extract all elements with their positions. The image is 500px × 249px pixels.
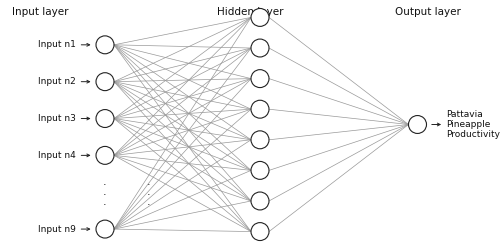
Ellipse shape xyxy=(251,192,269,210)
Ellipse shape xyxy=(96,110,114,127)
Text: Hidden layer: Hidden layer xyxy=(217,7,283,17)
Ellipse shape xyxy=(251,70,269,88)
Text: Input n4: Input n4 xyxy=(38,151,76,160)
Text: Pattavia
Pineapple
Productivity: Pattavia Pineapple Productivity xyxy=(446,110,500,139)
Ellipse shape xyxy=(96,73,114,91)
Ellipse shape xyxy=(251,39,269,57)
Text: .
.
.: . . . xyxy=(103,177,107,207)
Text: Input n2: Input n2 xyxy=(38,77,76,86)
Ellipse shape xyxy=(96,220,114,238)
Ellipse shape xyxy=(251,8,269,26)
Ellipse shape xyxy=(251,131,269,149)
Ellipse shape xyxy=(96,146,114,164)
Text: Input n9: Input n9 xyxy=(38,225,76,234)
Ellipse shape xyxy=(251,223,269,241)
Ellipse shape xyxy=(96,36,114,54)
Text: Output layer: Output layer xyxy=(394,7,460,17)
Text: Input layer: Input layer xyxy=(12,7,68,17)
Text: .
.
.: . . . xyxy=(146,177,150,207)
Ellipse shape xyxy=(408,116,426,133)
Ellipse shape xyxy=(251,161,269,179)
Text: Input n1: Input n1 xyxy=(38,40,76,49)
Text: Input n3: Input n3 xyxy=(38,114,76,123)
Ellipse shape xyxy=(251,100,269,118)
